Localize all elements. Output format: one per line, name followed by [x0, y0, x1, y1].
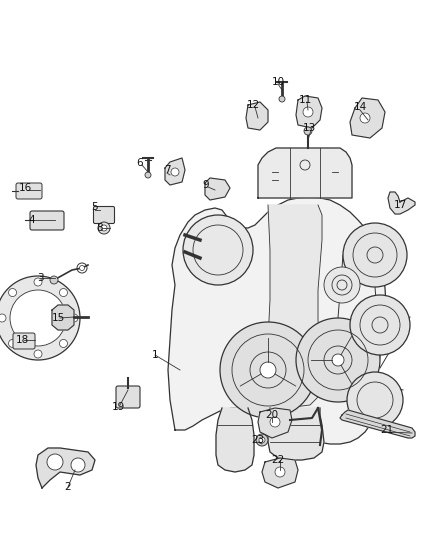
- Polygon shape: [246, 102, 268, 130]
- Polygon shape: [340, 410, 415, 438]
- Circle shape: [275, 467, 285, 477]
- Circle shape: [279, 96, 285, 102]
- Text: 16: 16: [18, 183, 32, 193]
- Text: 8: 8: [97, 223, 103, 233]
- Circle shape: [10, 290, 66, 346]
- Circle shape: [324, 267, 360, 303]
- Circle shape: [343, 223, 407, 287]
- Text: 12: 12: [246, 100, 260, 110]
- Text: 1: 1: [152, 350, 158, 360]
- Circle shape: [60, 340, 67, 348]
- Text: 3: 3: [37, 273, 43, 283]
- Circle shape: [9, 288, 17, 296]
- Text: 11: 11: [298, 95, 311, 105]
- Circle shape: [360, 113, 370, 123]
- Polygon shape: [388, 192, 415, 214]
- Circle shape: [256, 434, 268, 446]
- Polygon shape: [168, 197, 386, 444]
- Text: 5: 5: [92, 202, 98, 212]
- Circle shape: [296, 318, 380, 402]
- Circle shape: [98, 222, 110, 234]
- Circle shape: [332, 354, 344, 366]
- Text: 4: 4: [28, 215, 35, 225]
- Text: 13: 13: [302, 123, 316, 133]
- Text: 22: 22: [272, 455, 285, 465]
- Polygon shape: [165, 158, 185, 185]
- Circle shape: [70, 314, 78, 322]
- Circle shape: [0, 314, 6, 322]
- Circle shape: [0, 276, 80, 360]
- FancyBboxPatch shape: [13, 333, 35, 349]
- Text: 23: 23: [251, 435, 265, 445]
- Circle shape: [34, 278, 42, 286]
- Text: 15: 15: [51, 313, 65, 323]
- Polygon shape: [52, 305, 74, 330]
- Circle shape: [47, 454, 63, 470]
- Circle shape: [347, 372, 403, 428]
- Polygon shape: [216, 408, 254, 472]
- Text: 20: 20: [265, 410, 279, 420]
- Polygon shape: [268, 408, 324, 460]
- Circle shape: [171, 168, 179, 176]
- Text: 9: 9: [203, 180, 209, 190]
- Circle shape: [101, 225, 107, 231]
- FancyBboxPatch shape: [30, 211, 64, 230]
- Circle shape: [34, 350, 42, 358]
- Polygon shape: [258, 408, 292, 438]
- Polygon shape: [260, 205, 322, 408]
- Circle shape: [259, 437, 265, 443]
- Circle shape: [260, 362, 276, 378]
- FancyBboxPatch shape: [116, 386, 140, 408]
- Text: 2: 2: [65, 482, 71, 492]
- Text: 21: 21: [380, 425, 394, 435]
- Polygon shape: [296, 96, 322, 128]
- Polygon shape: [258, 148, 352, 198]
- Circle shape: [270, 417, 280, 427]
- Text: 10: 10: [272, 77, 285, 87]
- Polygon shape: [205, 178, 230, 200]
- Text: 14: 14: [353, 102, 367, 112]
- Circle shape: [50, 276, 58, 284]
- Polygon shape: [36, 448, 95, 488]
- Text: 7: 7: [164, 165, 170, 175]
- Circle shape: [220, 322, 316, 418]
- Polygon shape: [350, 98, 385, 138]
- Circle shape: [145, 172, 151, 178]
- Circle shape: [183, 215, 253, 285]
- Circle shape: [71, 458, 85, 472]
- Circle shape: [80, 265, 85, 271]
- FancyBboxPatch shape: [16, 183, 42, 199]
- Circle shape: [303, 107, 313, 117]
- Circle shape: [9, 340, 17, 348]
- Text: 6: 6: [137, 158, 143, 168]
- Text: 17: 17: [393, 200, 406, 210]
- Circle shape: [60, 288, 67, 296]
- Circle shape: [304, 127, 312, 135]
- FancyBboxPatch shape: [93, 206, 114, 223]
- Text: 18: 18: [15, 335, 28, 345]
- Text: 19: 19: [111, 402, 125, 412]
- Circle shape: [350, 295, 410, 355]
- Polygon shape: [262, 458, 298, 488]
